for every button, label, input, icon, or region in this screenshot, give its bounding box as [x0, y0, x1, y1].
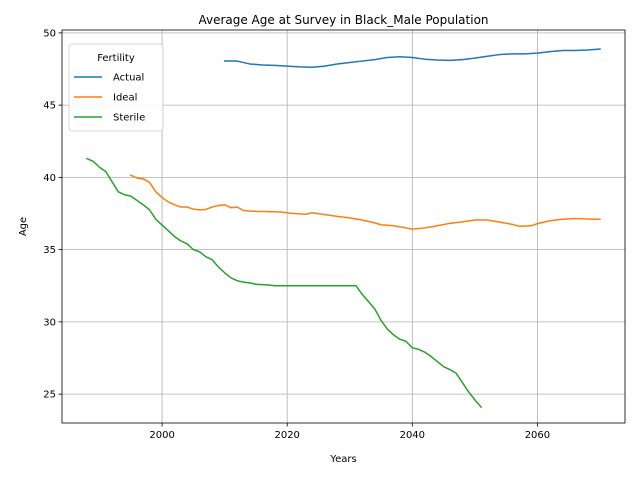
series-layer — [86, 48, 601, 409]
x-tick-label: 2060 — [525, 430, 550, 441]
grid — [62, 30, 625, 423]
legend-label-actual: Actual — [113, 73, 144, 84]
ticks: 2000 2020 2040 2060 25 30 35 40 45 50 — [43, 28, 550, 441]
x-tick-label: 2040 — [400, 430, 425, 441]
chart-title: Average Age at Survey in Black_Male Popu… — [198, 13, 488, 27]
y-tick-label: 50 — [43, 28, 56, 39]
series-line-ideal — [129, 174, 601, 230]
x-tick-label: 2020 — [274, 430, 299, 441]
legend-label-ideal: Ideal — [113, 93, 137, 104]
y-tick-label: 35 — [43, 245, 56, 256]
x-axis-label: Years — [329, 454, 356, 465]
y-tick-label: 30 — [43, 317, 56, 328]
y-axis-label: Age — [18, 217, 29, 236]
plot-frame — [61, 29, 626, 424]
y-tick-label: 45 — [43, 101, 56, 112]
legend-box — [68, 43, 164, 132]
series-line-actual — [223, 48, 601, 69]
series-line-sterile — [86, 157, 483, 409]
y-tick-label: 40 — [43, 173, 56, 184]
legend-title: Fertility — [97, 53, 135, 64]
y-tick-label: 25 — [43, 390, 56, 401]
x-tick-label: 2000 — [149, 430, 174, 441]
legend-entries: Actual Ideal Sterile — [74, 73, 145, 124]
legend-label-sterile: Sterile — [113, 113, 145, 124]
legend: Fertility Actual Ideal Sterile — [68, 43, 164, 132]
